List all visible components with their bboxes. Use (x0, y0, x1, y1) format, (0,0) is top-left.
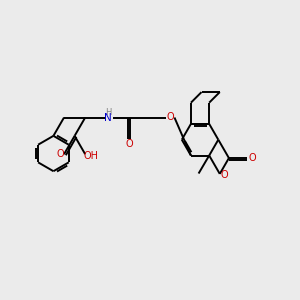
Text: O: O (220, 170, 228, 180)
Text: H: H (105, 108, 111, 117)
Text: N: N (104, 112, 112, 122)
Text: O: O (126, 139, 134, 149)
Text: O: O (167, 112, 174, 122)
Text: OH: OH (83, 151, 98, 161)
Text: O: O (248, 153, 256, 163)
Text: O: O (56, 149, 64, 159)
